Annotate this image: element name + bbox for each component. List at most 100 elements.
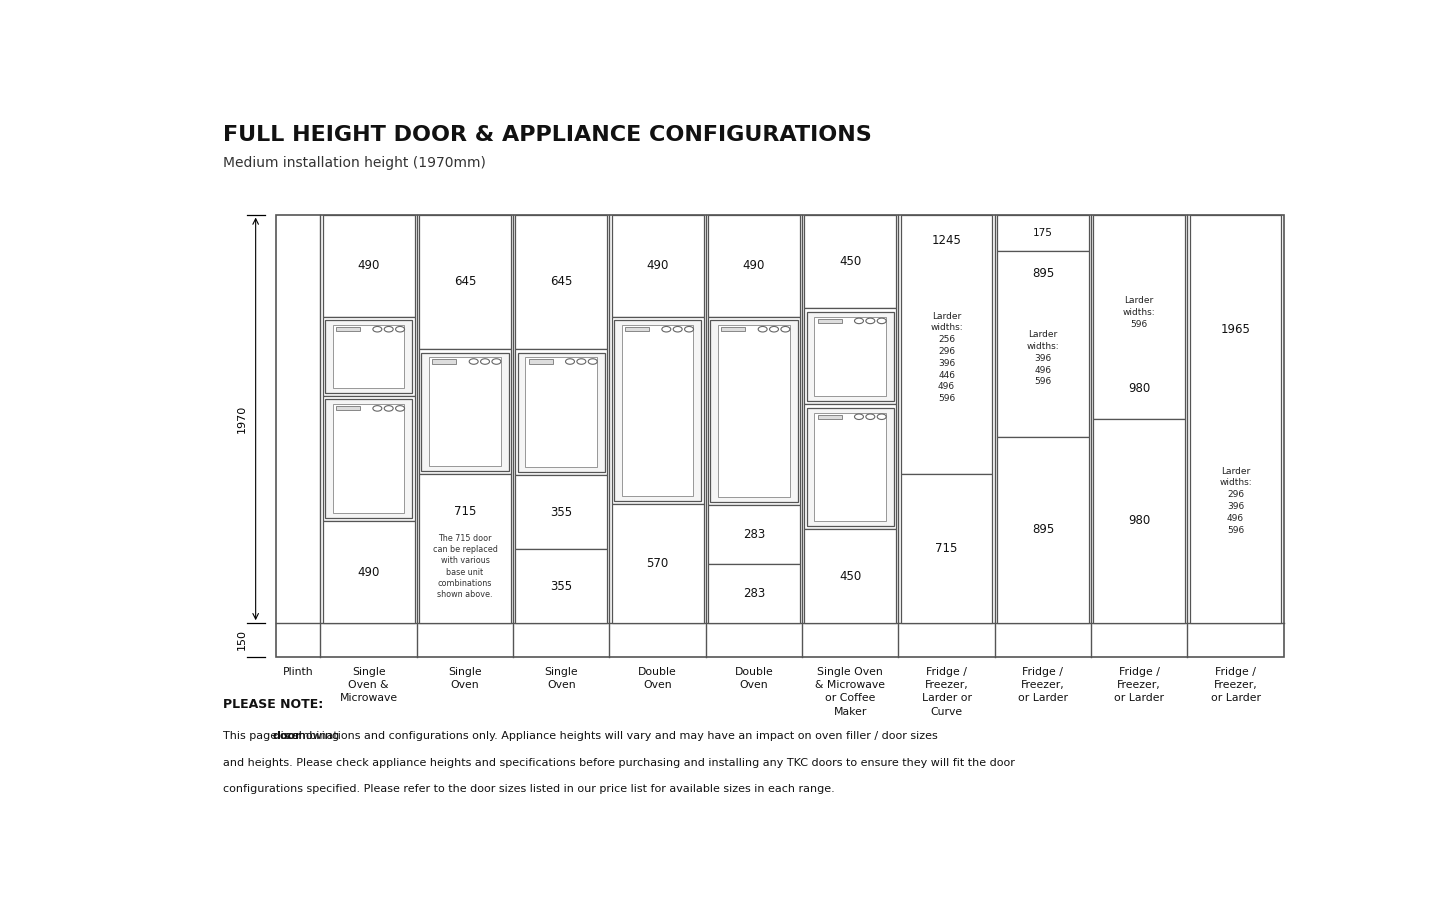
Bar — [1094, 419, 1185, 623]
Text: 645: 645 — [454, 275, 477, 289]
Bar — [997, 214, 1090, 251]
Bar — [526, 357, 597, 466]
Bar — [1189, 214, 1282, 623]
Text: This page is showing: This page is showing — [223, 731, 342, 741]
Bar — [325, 399, 412, 518]
Bar — [614, 320, 701, 501]
Bar — [805, 405, 896, 529]
Bar — [325, 320, 412, 393]
Bar — [516, 475, 607, 549]
Text: combinations and configurations only. Appliance heights will vary and may have a: combinations and configurations only. Ap… — [282, 731, 938, 741]
Text: Single
Oven: Single Oven — [448, 667, 481, 691]
Bar — [997, 251, 1090, 437]
Bar — [516, 214, 607, 349]
Bar — [721, 327, 746, 331]
Text: Medium installation height (1970mm): Medium installation height (1970mm) — [223, 156, 486, 170]
Text: 600: 600 — [357, 452, 380, 465]
Text: PLEASE NOTE:: PLEASE NOTE: — [223, 698, 324, 711]
Text: 1970: 1970 — [237, 405, 247, 433]
Bar — [708, 214, 801, 317]
Text: Fridge /
Freezer,
or Larder: Fridge / Freezer, or Larder — [1114, 667, 1165, 703]
Text: door: door — [273, 731, 301, 741]
Text: FULL HEIGHT DOOR & APPLIANCE CONFIGURATIONS: FULL HEIGHT DOOR & APPLIANCE CONFIGURATI… — [223, 125, 871, 145]
Text: 175: 175 — [1033, 228, 1053, 238]
Bar — [516, 549, 607, 623]
Text: 600: 600 — [454, 405, 475, 418]
Bar — [818, 414, 841, 419]
Text: Double
Oven: Double Oven — [639, 667, 676, 691]
Bar — [419, 475, 512, 623]
Bar — [529, 360, 552, 363]
Text: 570: 570 — [646, 557, 669, 570]
Text: 900: 900 — [646, 404, 669, 417]
Text: Fridge /
Freezer,
Larder or
Curve: Fridge / Freezer, Larder or Curve — [922, 667, 971, 717]
Text: 283: 283 — [743, 528, 764, 541]
Bar — [711, 320, 798, 501]
Bar — [900, 475, 993, 623]
Bar — [900, 214, 993, 475]
Bar — [432, 360, 457, 363]
Bar — [806, 408, 894, 526]
Text: Single
Oven &
Microwave: Single Oven & Microwave — [340, 667, 397, 703]
Bar — [818, 318, 841, 323]
Text: configurations specified. Please refer to the door sizes listed in our price lis: configurations specified. Please refer t… — [223, 784, 835, 794]
Bar — [337, 406, 360, 411]
Text: Larder
widths:
256
296
396
446
496
596: Larder widths: 256 296 396 446 496 596 — [931, 311, 962, 403]
Bar — [708, 564, 801, 623]
Text: 490: 490 — [357, 565, 380, 579]
Text: Double
Oven: Double Oven — [734, 667, 773, 691]
Bar — [1094, 214, 1185, 419]
Bar — [718, 325, 790, 497]
Bar — [517, 353, 605, 472]
Bar — [429, 357, 501, 466]
Text: 600: 600 — [840, 460, 861, 474]
Text: 895: 895 — [1032, 267, 1053, 280]
Bar — [621, 325, 694, 496]
Bar — [805, 214, 896, 309]
Text: 460: 460 — [840, 350, 861, 363]
Bar — [805, 529, 896, 623]
Text: The 715 door
can be replaced
with various
base unit
combinations
shown above.: The 715 door can be replaced with variou… — [432, 535, 497, 598]
Bar — [516, 349, 607, 475]
Bar — [815, 413, 886, 521]
Text: 355: 355 — [551, 506, 572, 518]
Bar — [422, 353, 509, 471]
Bar — [322, 214, 415, 317]
Bar — [419, 349, 512, 475]
Text: 450: 450 — [840, 570, 861, 583]
Text: Larder
widths:
296
396
496
596: Larder widths: 296 396 496 596 — [1220, 466, 1251, 535]
Text: Fridge /
Freezer,
or Larder: Fridge / Freezer, or Larder — [1211, 667, 1260, 703]
Text: Larder
widths:
596: Larder widths: 596 — [1123, 296, 1156, 329]
Bar — [337, 327, 360, 331]
Text: Single Oven
& Microwave
or Coffee
Maker: Single Oven & Microwave or Coffee Maker — [815, 667, 886, 717]
Bar — [626, 327, 649, 331]
Text: 490: 490 — [357, 259, 380, 273]
Text: 715: 715 — [935, 542, 958, 555]
Bar — [611, 504, 704, 623]
Bar — [322, 521, 415, 623]
Text: Single
Oven: Single Oven — [545, 667, 578, 691]
Text: 1245: 1245 — [932, 234, 961, 248]
Bar — [322, 317, 415, 396]
Bar — [332, 325, 405, 388]
Bar — [419, 214, 512, 349]
Bar — [322, 396, 415, 521]
Text: 900: 900 — [743, 405, 764, 418]
Bar — [815, 317, 886, 396]
Bar — [708, 317, 801, 505]
Text: 490: 490 — [646, 259, 669, 273]
Bar — [805, 309, 896, 405]
Text: and heights. Please check appliance heights and specifications before purchasing: and heights. Please check appliance heig… — [223, 758, 1014, 768]
Text: 355: 355 — [551, 579, 572, 593]
Text: 645: 645 — [551, 275, 572, 289]
Bar — [997, 437, 1090, 623]
Bar — [708, 505, 801, 564]
Text: 600: 600 — [551, 406, 572, 419]
Text: 380: 380 — [357, 350, 380, 363]
Text: 283: 283 — [743, 588, 764, 600]
Text: 980: 980 — [1129, 515, 1150, 527]
Bar — [276, 214, 1283, 657]
Text: 715: 715 — [454, 505, 477, 518]
Text: 1965: 1965 — [1221, 323, 1250, 335]
Bar — [611, 214, 704, 317]
